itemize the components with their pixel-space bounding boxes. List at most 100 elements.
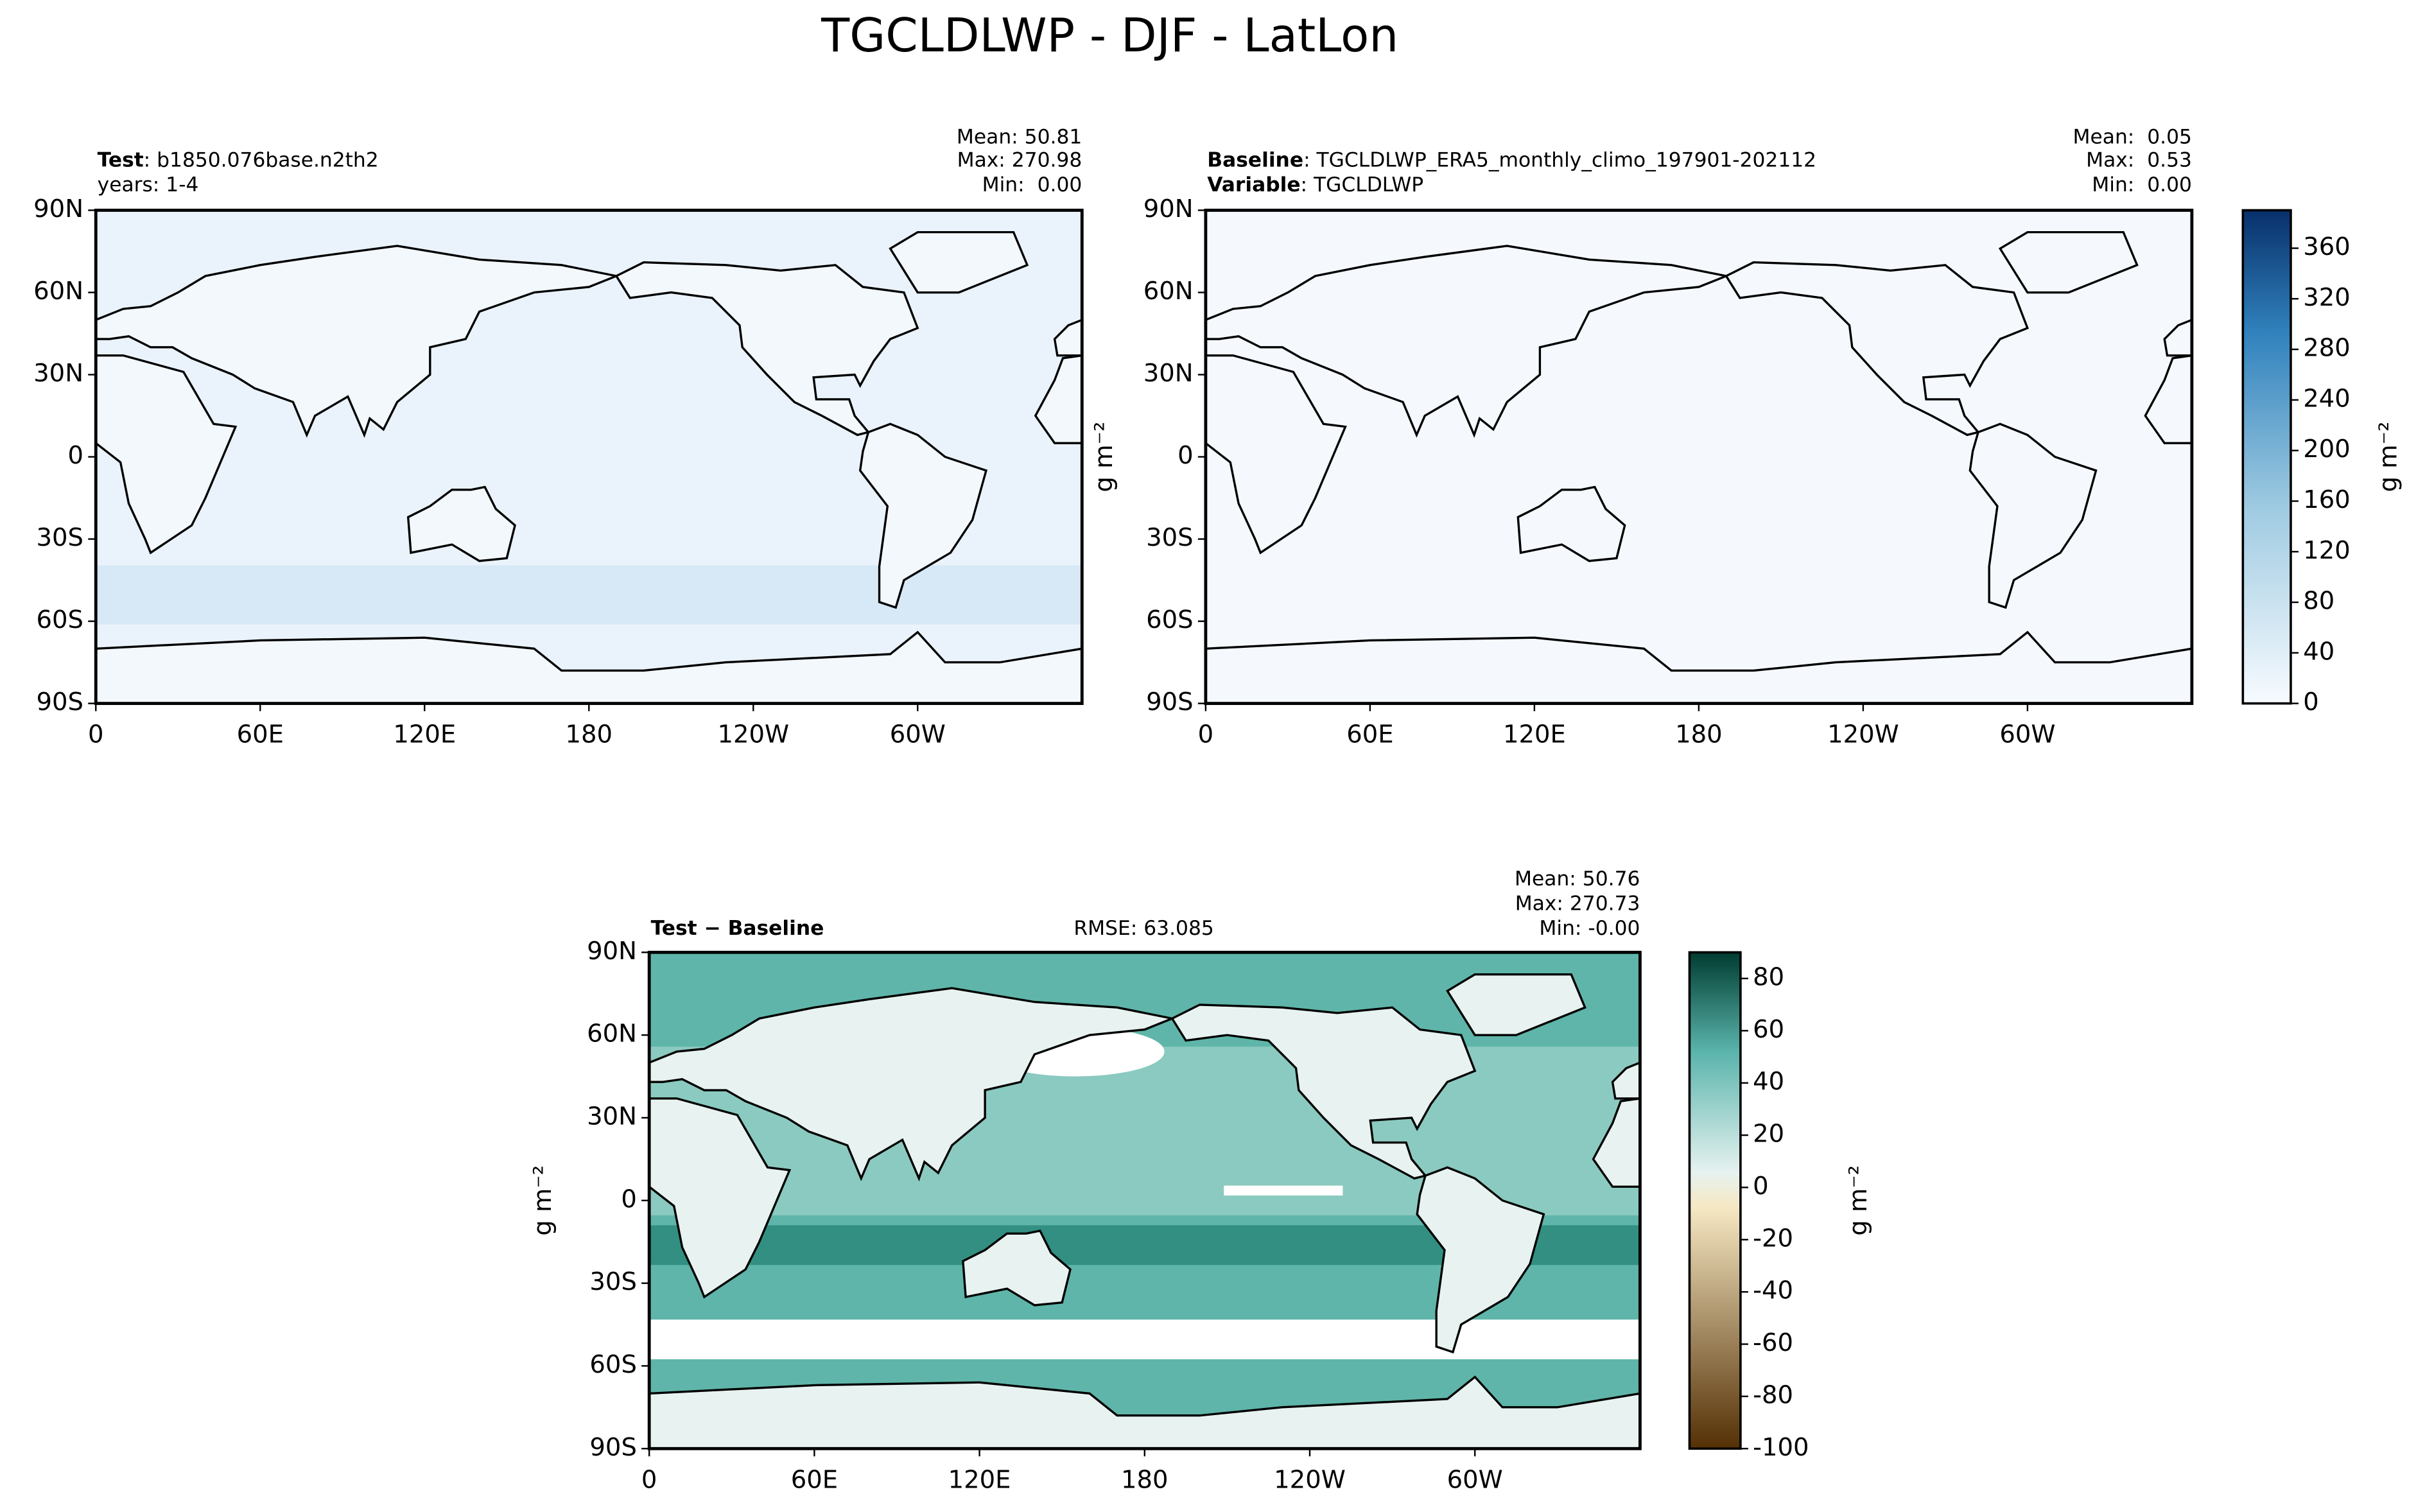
coastline [1416, 1166, 1545, 1354]
colorbar-tick-label: 160 [2303, 485, 2351, 514]
colorbar-tick-label: 40 [2303, 637, 2334, 666]
label-text: : TGCLDLWP [1301, 173, 1424, 196]
x-tick-label: 60W [1999, 720, 2055, 749]
label-text: : b1850.076base.n2th2 [144, 148, 379, 171]
y-tick-label: 90S [37, 688, 83, 717]
panel-label: Baseline: TGCLDLWP_ERA5_monthly_climo_19… [1207, 148, 1816, 171]
x-tick-label: 120E [948, 1465, 1011, 1494]
y-tick-label: 30S [37, 523, 83, 552]
y-tick-label: 30S [1146, 523, 1193, 552]
colorbar-tick-label: 320 [2303, 283, 2351, 312]
coastline [648, 987, 1176, 1182]
panel-label: Test: b1850.076base.n2th2 [98, 148, 379, 171]
coastline [1170, 1004, 1477, 1180]
colorbar-tick-label: 280 [2303, 334, 2351, 363]
colorbar-tick-label: 60 [1753, 1015, 1784, 1044]
coastline [962, 1230, 1072, 1307]
rmse: RMSE: 63.085 [1073, 917, 1213, 940]
coastline [1445, 973, 1586, 1036]
colorbar-tick-label: 80 [2303, 587, 2334, 616]
map [648, 952, 1642, 1450]
x-tick-label: 0 [641, 1465, 657, 1494]
y-tick-label: 90N [33, 195, 83, 223]
colorbar-tick-label: 200 [2303, 435, 2351, 464]
coastline [648, 1097, 792, 1299]
y-tick-label: 60S [589, 1350, 636, 1379]
colorbar-label: g m⁻² [1844, 1165, 1873, 1236]
colorbar-tick-label: -60 [1753, 1328, 1793, 1357]
y-axis-label: g m⁻² [528, 1165, 557, 1236]
y-tick-label: 60N [1143, 277, 1194, 306]
label-text: : TGCLDLWP_ERA5_monthly_climo_197901-202… [1303, 148, 1816, 171]
x-tick-label: 60W [890, 720, 946, 749]
x-tick-label: 0 [1198, 720, 1214, 749]
y-tick-label: 0 [67, 441, 83, 470]
y-tick-label: 60N [587, 1020, 637, 1048]
y-axis-label: g m⁻² [1090, 422, 1118, 492]
x-tick-label: 120W [1827, 720, 1899, 749]
x-tick-label: 60E [237, 720, 284, 749]
colorbar-tick-label: 0 [1753, 1172, 1769, 1201]
y-tick-label: 0 [1178, 441, 1194, 470]
colorbar-tick-label: -40 [1753, 1276, 1793, 1305]
coastline [1204, 245, 1730, 439]
stat: Mean: 50.81 [957, 125, 1082, 148]
label-key: Baseline [1207, 148, 1303, 171]
x-tick-label: 120E [393, 720, 456, 749]
stat: Max: 0.53 [2086, 148, 2192, 171]
stat: Min: 0.00 [982, 173, 1082, 196]
colorbar-tick-label: -80 [1753, 1380, 1793, 1409]
colorbar [1688, 951, 1742, 1450]
coastline [1725, 261, 2029, 437]
stat: Mean: 0.05 [2073, 125, 2192, 148]
x-tick-label: 120E [1503, 720, 1566, 749]
panel-label: Test − Baseline [651, 917, 824, 940]
y-tick-label: 60N [33, 277, 83, 306]
x-tick-label: 120W [717, 720, 789, 749]
colorbar-tick-label: -100 [1753, 1433, 1809, 1462]
colorbar-tick-label: 20 [1753, 1120, 1784, 1149]
colorbar-tick-label: 80 [1753, 962, 1784, 991]
y-tick-label: 90N [1143, 195, 1194, 223]
map [1204, 210, 2193, 705]
y-tick-label: 60S [37, 605, 83, 634]
colorbar-tick-label: 120 [2303, 536, 2351, 565]
map-frame [94, 209, 1084, 706]
colorbar-tick-label: 240 [2303, 384, 2351, 413]
coastline [1968, 422, 2098, 609]
x-tick-label: 60W [1447, 1465, 1503, 1494]
y-tick-label: 90N [587, 937, 637, 966]
x-tick-label: 60E [791, 1465, 838, 1494]
label-text: years: 1-4 [98, 173, 199, 196]
y-tick-label: 90S [1146, 688, 1193, 717]
stat: Max: 270.98 [957, 148, 1082, 171]
y-tick-label: 90S [589, 1433, 636, 1462]
panel-label: years: 1-4 [98, 173, 199, 196]
coastline [1204, 354, 1347, 555]
panel-label: Variable: TGCLDLWP [1207, 173, 1423, 196]
stat: Min: 0.00 [2092, 173, 2192, 196]
coastline [94, 354, 238, 555]
colorbar-tick-label: 40 [1753, 1067, 1784, 1096]
map [94, 210, 1083, 705]
x-tick-label: 180 [1121, 1465, 1169, 1494]
colorbar [2241, 209, 2292, 705]
band [96, 565, 1082, 625]
stat: Max: 270.73 [1515, 892, 1640, 916]
coastline [94, 245, 620, 439]
band [1224, 1185, 1343, 1196]
label-key: Test − Baseline [651, 917, 824, 940]
x-tick-label: 180 [566, 720, 613, 749]
label-key: Variable [1207, 173, 1300, 196]
x-tick-label: 60E [1346, 720, 1393, 749]
label-key: Test [98, 148, 144, 171]
colorbar-tick-label: 0 [2303, 688, 2319, 717]
colorbar-label: g m⁻² [2374, 422, 2403, 492]
x-tick-label: 120W [1274, 1465, 1346, 1494]
stat: Min: -0.00 [1539, 917, 1640, 940]
y-tick-label: 30S [589, 1267, 636, 1296]
coastline [1998, 230, 2139, 294]
coastline [889, 230, 1029, 294]
